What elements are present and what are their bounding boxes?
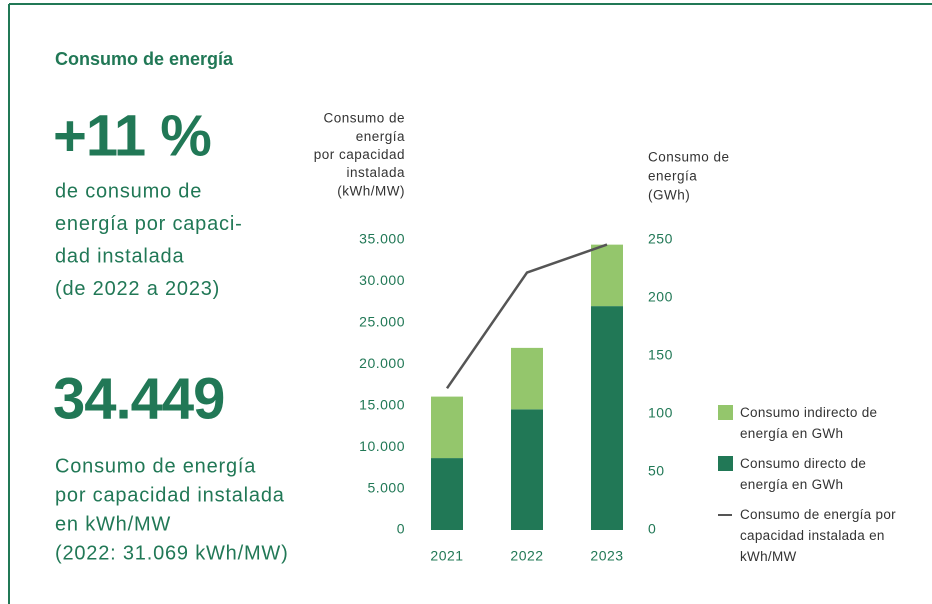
y-tick-label: 25.000 [359, 314, 405, 330]
y-axis-label: Consumo de [323, 111, 405, 126]
stat-description: en kWh/MW [55, 513, 171, 535]
y-axis-label: por capacidad [314, 147, 405, 162]
stat-description: energía por capaci- [55, 213, 243, 235]
legend-item: Consumo indirecto de energía en GWh [716, 402, 905, 444]
y-axis-label: (kWh/MW) [337, 183, 405, 198]
bar [431, 396, 463, 459]
y2-tick-label: 50 [648, 463, 665, 479]
y2-tick-label: 100 [648, 405, 673, 421]
bar [591, 306, 623, 530]
legend-label: Consumo de energía por capacidad instala… [740, 507, 896, 564]
title: Consumo de energía [55, 49, 234, 69]
legend-label: Consumo directo de energía en GWh [740, 456, 867, 492]
legend-swatch [718, 514, 732, 516]
y-axis-label: instalada [346, 165, 405, 180]
x-tick-label: 2021 [430, 548, 463, 564]
legend-swatch [718, 405, 733, 420]
stat-value: 34.449 [53, 366, 224, 431]
stat-description: (2022: 31.069 kWh/MW) [55, 542, 289, 564]
y-tick-label: 0 [397, 521, 405, 537]
y2-tick-label: 150 [648, 347, 673, 363]
y2-axis-label: Consumo de [648, 150, 730, 165]
stat-value: +11 % [53, 103, 211, 168]
y-tick-label: 35.000 [359, 231, 405, 247]
bar [511, 347, 543, 410]
stat-description: (de 2022 a 2023) [55, 278, 220, 300]
legend-swatch [718, 456, 733, 471]
y-axis-label: energía [356, 129, 405, 144]
stat-description: por capacidad instalada [55, 484, 285, 506]
y-tick-label: 30.000 [359, 272, 405, 288]
bar [591, 244, 623, 307]
y2-axis-label: (GWh) [648, 188, 690, 203]
legend-item: Consumo directo de energía en GWh [716, 453, 905, 495]
y2-axis-label: energía [648, 169, 697, 184]
stat-description: Consumo de energía [55, 455, 256, 477]
legend: Consumo indirecto de energía en GWh Consu… [716, 402, 916, 576]
x-tick-label: 2022 [510, 548, 543, 564]
y2-tick-label: 200 [648, 289, 673, 305]
legend-label: Consumo indirecto de energía en GWh [740, 405, 878, 441]
stat-description: dad instalada [55, 245, 184, 267]
bar [511, 409, 543, 530]
stat-description: de consumo de [55, 180, 202, 202]
x-tick-label: 2023 [590, 548, 623, 564]
bar [431, 458, 463, 530]
y2-tick-label: 250 [648, 231, 673, 247]
y-tick-label: 5.000 [367, 479, 405, 495]
y2-tick-label: 0 [648, 521, 656, 537]
y-tick-label: 20.000 [359, 355, 405, 371]
y-tick-label: 10.000 [359, 438, 405, 454]
y-tick-label: 15.000 [359, 396, 405, 412]
line [445, 243, 608, 390]
legend-item: Consumo de energía por capacidad instala… [716, 504, 905, 567]
